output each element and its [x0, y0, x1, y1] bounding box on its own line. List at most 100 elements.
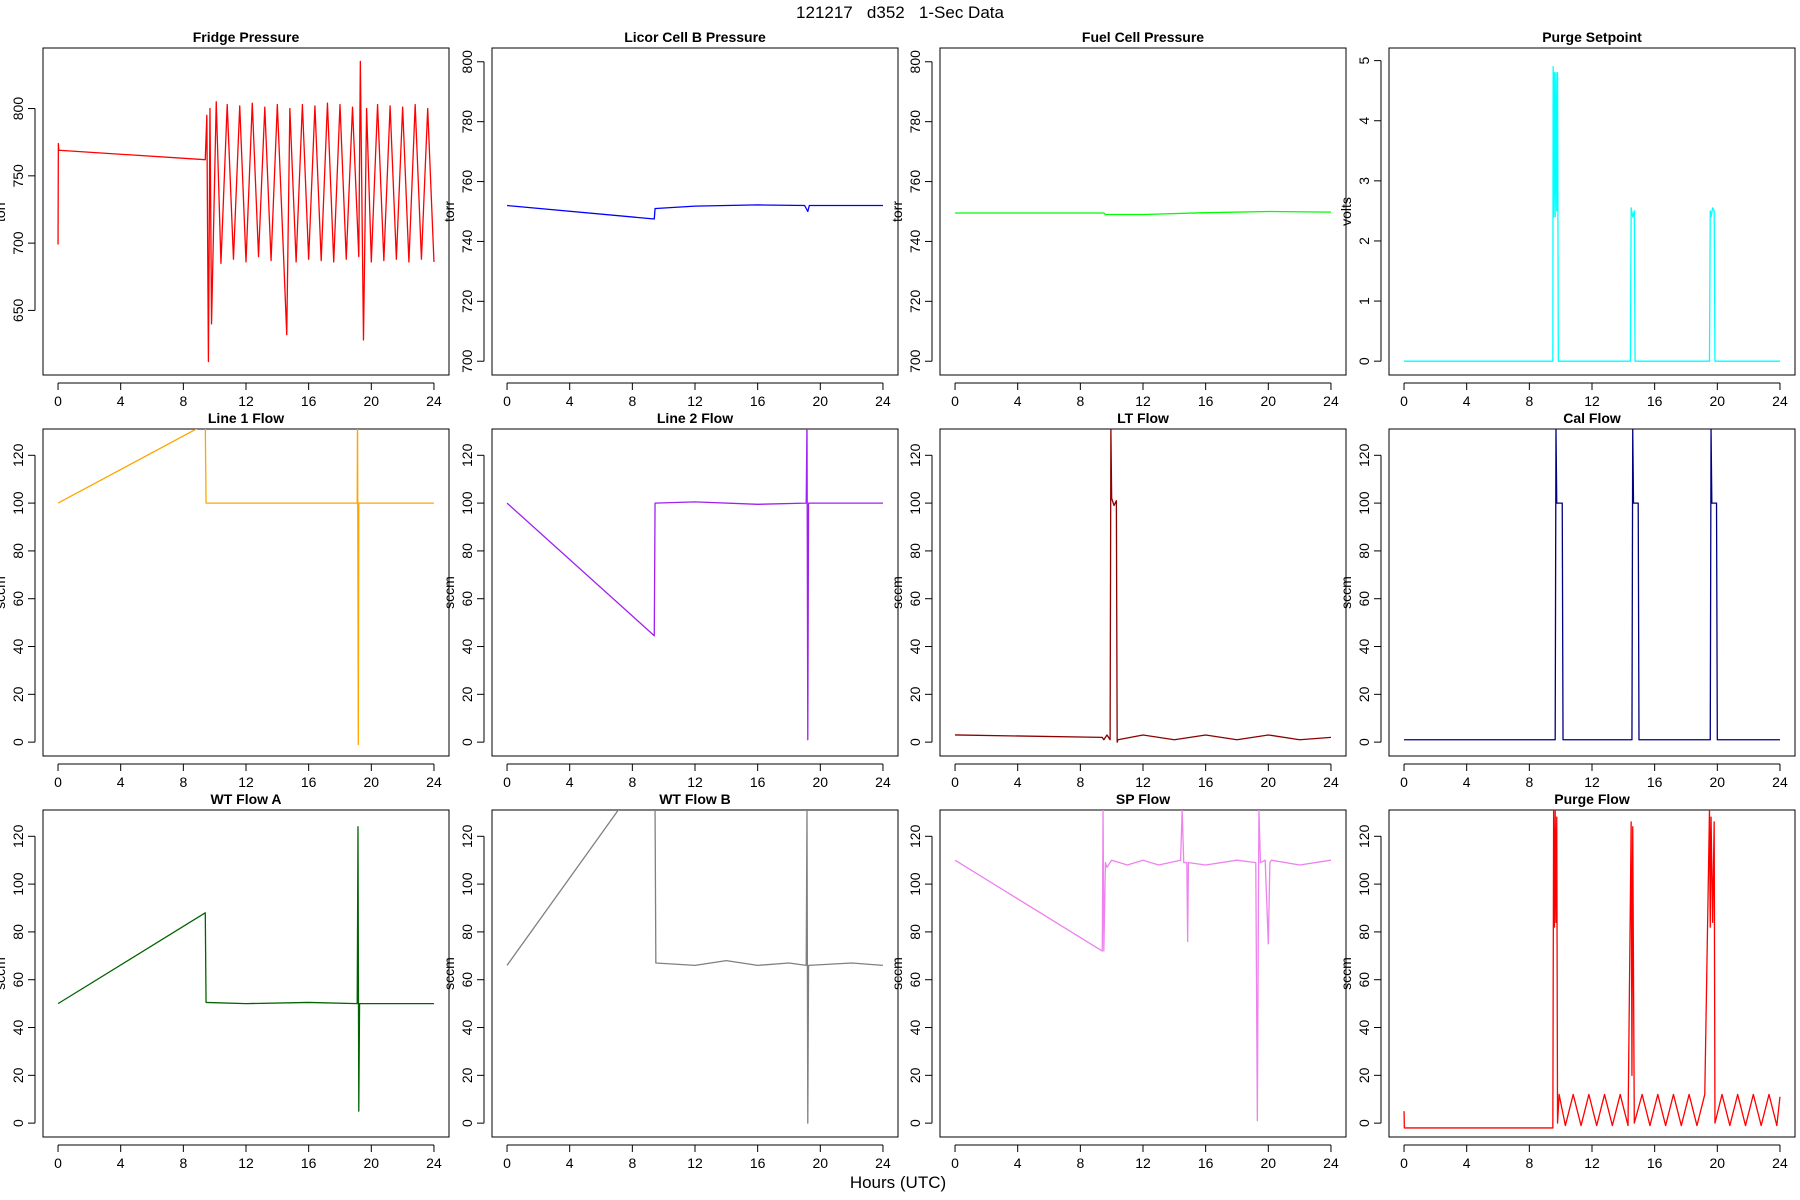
- y-tick-label: 60: [459, 591, 475, 607]
- panel: Line 1 Flow sccm 0 4 8 12 16 20 24 0 20 40 60 80 100 12…: [0, 410, 450, 790]
- x-tick-label: 24: [426, 393, 442, 409]
- y-tick-label: 80: [1356, 543, 1372, 559]
- y-tick-label: 120: [1356, 824, 1372, 848]
- panel-title: WT Flow A: [210, 791, 281, 807]
- x-tick-label: 12: [1135, 1155, 1151, 1171]
- panel: SP Flow sccm 0 4 8 12 16 20 24 0 20 40 60 80 100 120: [889, 791, 1347, 1171]
- x-tick-label: 12: [238, 774, 254, 790]
- y-axis-label: torr: [441, 201, 457, 222]
- panel-title: SP Flow: [1116, 791, 1170, 807]
- y-tick-label: 800: [459, 50, 475, 74]
- x-tick-label: 0: [1400, 774, 1408, 790]
- y-tick-label: 0: [1356, 738, 1372, 746]
- x-tick-label: 8: [628, 774, 636, 790]
- x-tick-label: 4: [1014, 393, 1022, 409]
- x-tick-label: 24: [1323, 774, 1339, 790]
- x-tick-label: 24: [426, 774, 442, 790]
- x-tick-label: 12: [687, 774, 703, 790]
- y-tick-label: 1: [1356, 297, 1372, 305]
- y-axis-label: sccm: [1338, 957, 1354, 990]
- x-tick-label: 24: [426, 1155, 442, 1171]
- y-tick-label: 720: [907, 289, 923, 313]
- x-tick-label: 12: [1135, 393, 1151, 409]
- x-tick-label: 0: [951, 1155, 959, 1171]
- y-axis-label: sccm: [1338, 576, 1354, 609]
- x-tick-label: 24: [875, 393, 891, 409]
- y-tick-label: 120: [907, 824, 923, 848]
- plot-frame: [491, 428, 899, 757]
- y-tick-label: 700: [10, 231, 26, 255]
- y-tick-label: 40: [10, 639, 26, 655]
- x-tick-label: 20: [364, 774, 380, 790]
- x-tick-label: 16: [1647, 774, 1663, 790]
- y-tick-label: 750: [10, 164, 26, 188]
- x-tick-label: 4: [1014, 774, 1022, 790]
- x-tick-label: 4: [1014, 1155, 1022, 1171]
- y-tick-label: 0: [10, 738, 26, 746]
- panel: Cal Flow sccm 0 4 8 12 16 20 24 0 20 40 60 80 100 120: [1338, 410, 1796, 790]
- x-tick-label: 12: [1584, 393, 1600, 409]
- x-tick-label: 0: [54, 774, 62, 790]
- data-line: [955, 210, 1331, 216]
- y-tick-label: 60: [1356, 591, 1372, 607]
- plot-frame: [939, 47, 1347, 376]
- x-tick-label: 20: [1261, 1155, 1277, 1171]
- x-tick-label: 8: [179, 393, 187, 409]
- y-tick-label: 650: [10, 299, 26, 323]
- y-tick-label: 40: [459, 1020, 475, 1036]
- x-tick-label: 12: [687, 1155, 703, 1171]
- y-tick-label: 100: [10, 872, 26, 896]
- y-axis-label: sccm: [441, 576, 457, 609]
- x-tick-label: 8: [179, 774, 187, 790]
- y-tick-label: 40: [459, 639, 475, 655]
- x-tick-label: 20: [813, 393, 829, 409]
- x-tick-label: 8: [628, 1155, 636, 1171]
- y-tick-label: 20: [907, 1067, 923, 1083]
- x-tick-label: 8: [1076, 774, 1084, 790]
- y-tick-label: 40: [10, 1020, 26, 1036]
- x-tick-label: 16: [1198, 393, 1214, 409]
- x-tick-label: 16: [1647, 393, 1663, 409]
- y-tick-label: 780: [459, 110, 475, 134]
- x-tick-label: 16: [750, 774, 766, 790]
- y-tick-label: 100: [459, 491, 475, 515]
- y-tick-label: 20: [10, 686, 26, 702]
- y-tick-label: 60: [907, 972, 923, 988]
- y-axis-label: sccm: [441, 957, 457, 990]
- data-line: [1404, 429, 1780, 741]
- y-axis-label: torr: [889, 201, 905, 222]
- x-tick-label: 12: [1135, 774, 1151, 790]
- y-tick-label: 0: [1356, 357, 1372, 365]
- y-tick-label: 720: [459, 289, 475, 313]
- data-line: [506, 204, 883, 220]
- x-tick-label: 4: [1463, 1155, 1471, 1171]
- x-tick-label: 8: [1525, 1155, 1533, 1171]
- y-tick-label: 780: [907, 110, 923, 134]
- panel-title: Cal Flow: [1563, 410, 1621, 426]
- x-tick-label: 4: [566, 393, 574, 409]
- plot-frame: [1388, 47, 1796, 376]
- x-tick-label: 0: [54, 1155, 62, 1171]
- plot-frame: [1388, 428, 1796, 757]
- x-tick-label: 0: [54, 393, 62, 409]
- y-tick-label: 20: [459, 1067, 475, 1083]
- plot-frame: [42, 428, 450, 757]
- panel-title: Purge Flow: [1554, 791, 1630, 807]
- x-tick-label: 24: [1323, 393, 1339, 409]
- y-tick-label: 100: [1356, 872, 1372, 896]
- y-tick-label: 100: [10, 491, 26, 515]
- y-axis-label: sccm: [0, 576, 8, 609]
- panel: LT Flow sccm 0 4 8 12 16 20 24 0 20 40 60 80 100 120: [889, 410, 1347, 790]
- plot-frame: [42, 47, 450, 376]
- panel: WT Flow A sccm 0 4 8 12 16 20 24 0 20 40 60 80 100 120: [0, 791, 450, 1171]
- plot-frame: [939, 809, 1347, 1138]
- x-tick-label: 4: [1463, 393, 1471, 409]
- y-tick-label: 60: [907, 591, 923, 607]
- x-axis-label: Hours (UTC): [850, 1173, 946, 1192]
- y-tick-label: 100: [459, 872, 475, 896]
- y-tick-label: 3: [1356, 177, 1372, 185]
- y-tick-label: 20: [1356, 686, 1372, 702]
- x-tick-label: 20: [1261, 774, 1277, 790]
- x-tick-label: 24: [1772, 393, 1788, 409]
